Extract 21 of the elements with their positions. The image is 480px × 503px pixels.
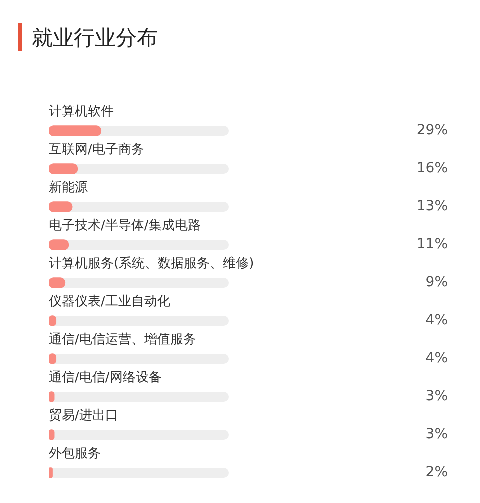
data-label: 11% — [416, 236, 448, 253]
y-tick-label: 新能源 — [49, 180, 88, 196]
data-label: 4% — [426, 312, 448, 329]
data-label: 2% — [426, 464, 448, 481]
data-label: 29% — [416, 122, 448, 139]
data-label: 16% — [416, 160, 448, 177]
data-label: 9% — [426, 274, 448, 291]
y-tick-label: 通信/电信运营、增值服务 — [49, 332, 196, 348]
chart-title: 就业行业分布 — [32, 25, 158, 52]
data-label: 3% — [426, 388, 448, 405]
y-tick-label: 通信/电信/网络设备 — [49, 370, 162, 386]
data-label: 13% — [416, 198, 448, 215]
y-tick-label: 仪器仪表/工业自动化 — [49, 294, 170, 310]
data-label: 3% — [426, 426, 448, 443]
data-label: 4% — [426, 350, 448, 367]
y-tick-label: 电子技术/半导体/集成电路 — [49, 218, 201, 234]
y-tick-label: 贸易/进出口 — [49, 408, 118, 424]
y-tick-label: 外包服务 — [49, 446, 101, 462]
y-tick-label: 计算机服务(系统、数据服务、维修) — [49, 256, 254, 272]
y-tick-label: 互联网/电子商务 — [49, 142, 144, 158]
y-tick-label: 计算机软件 — [49, 104, 114, 120]
